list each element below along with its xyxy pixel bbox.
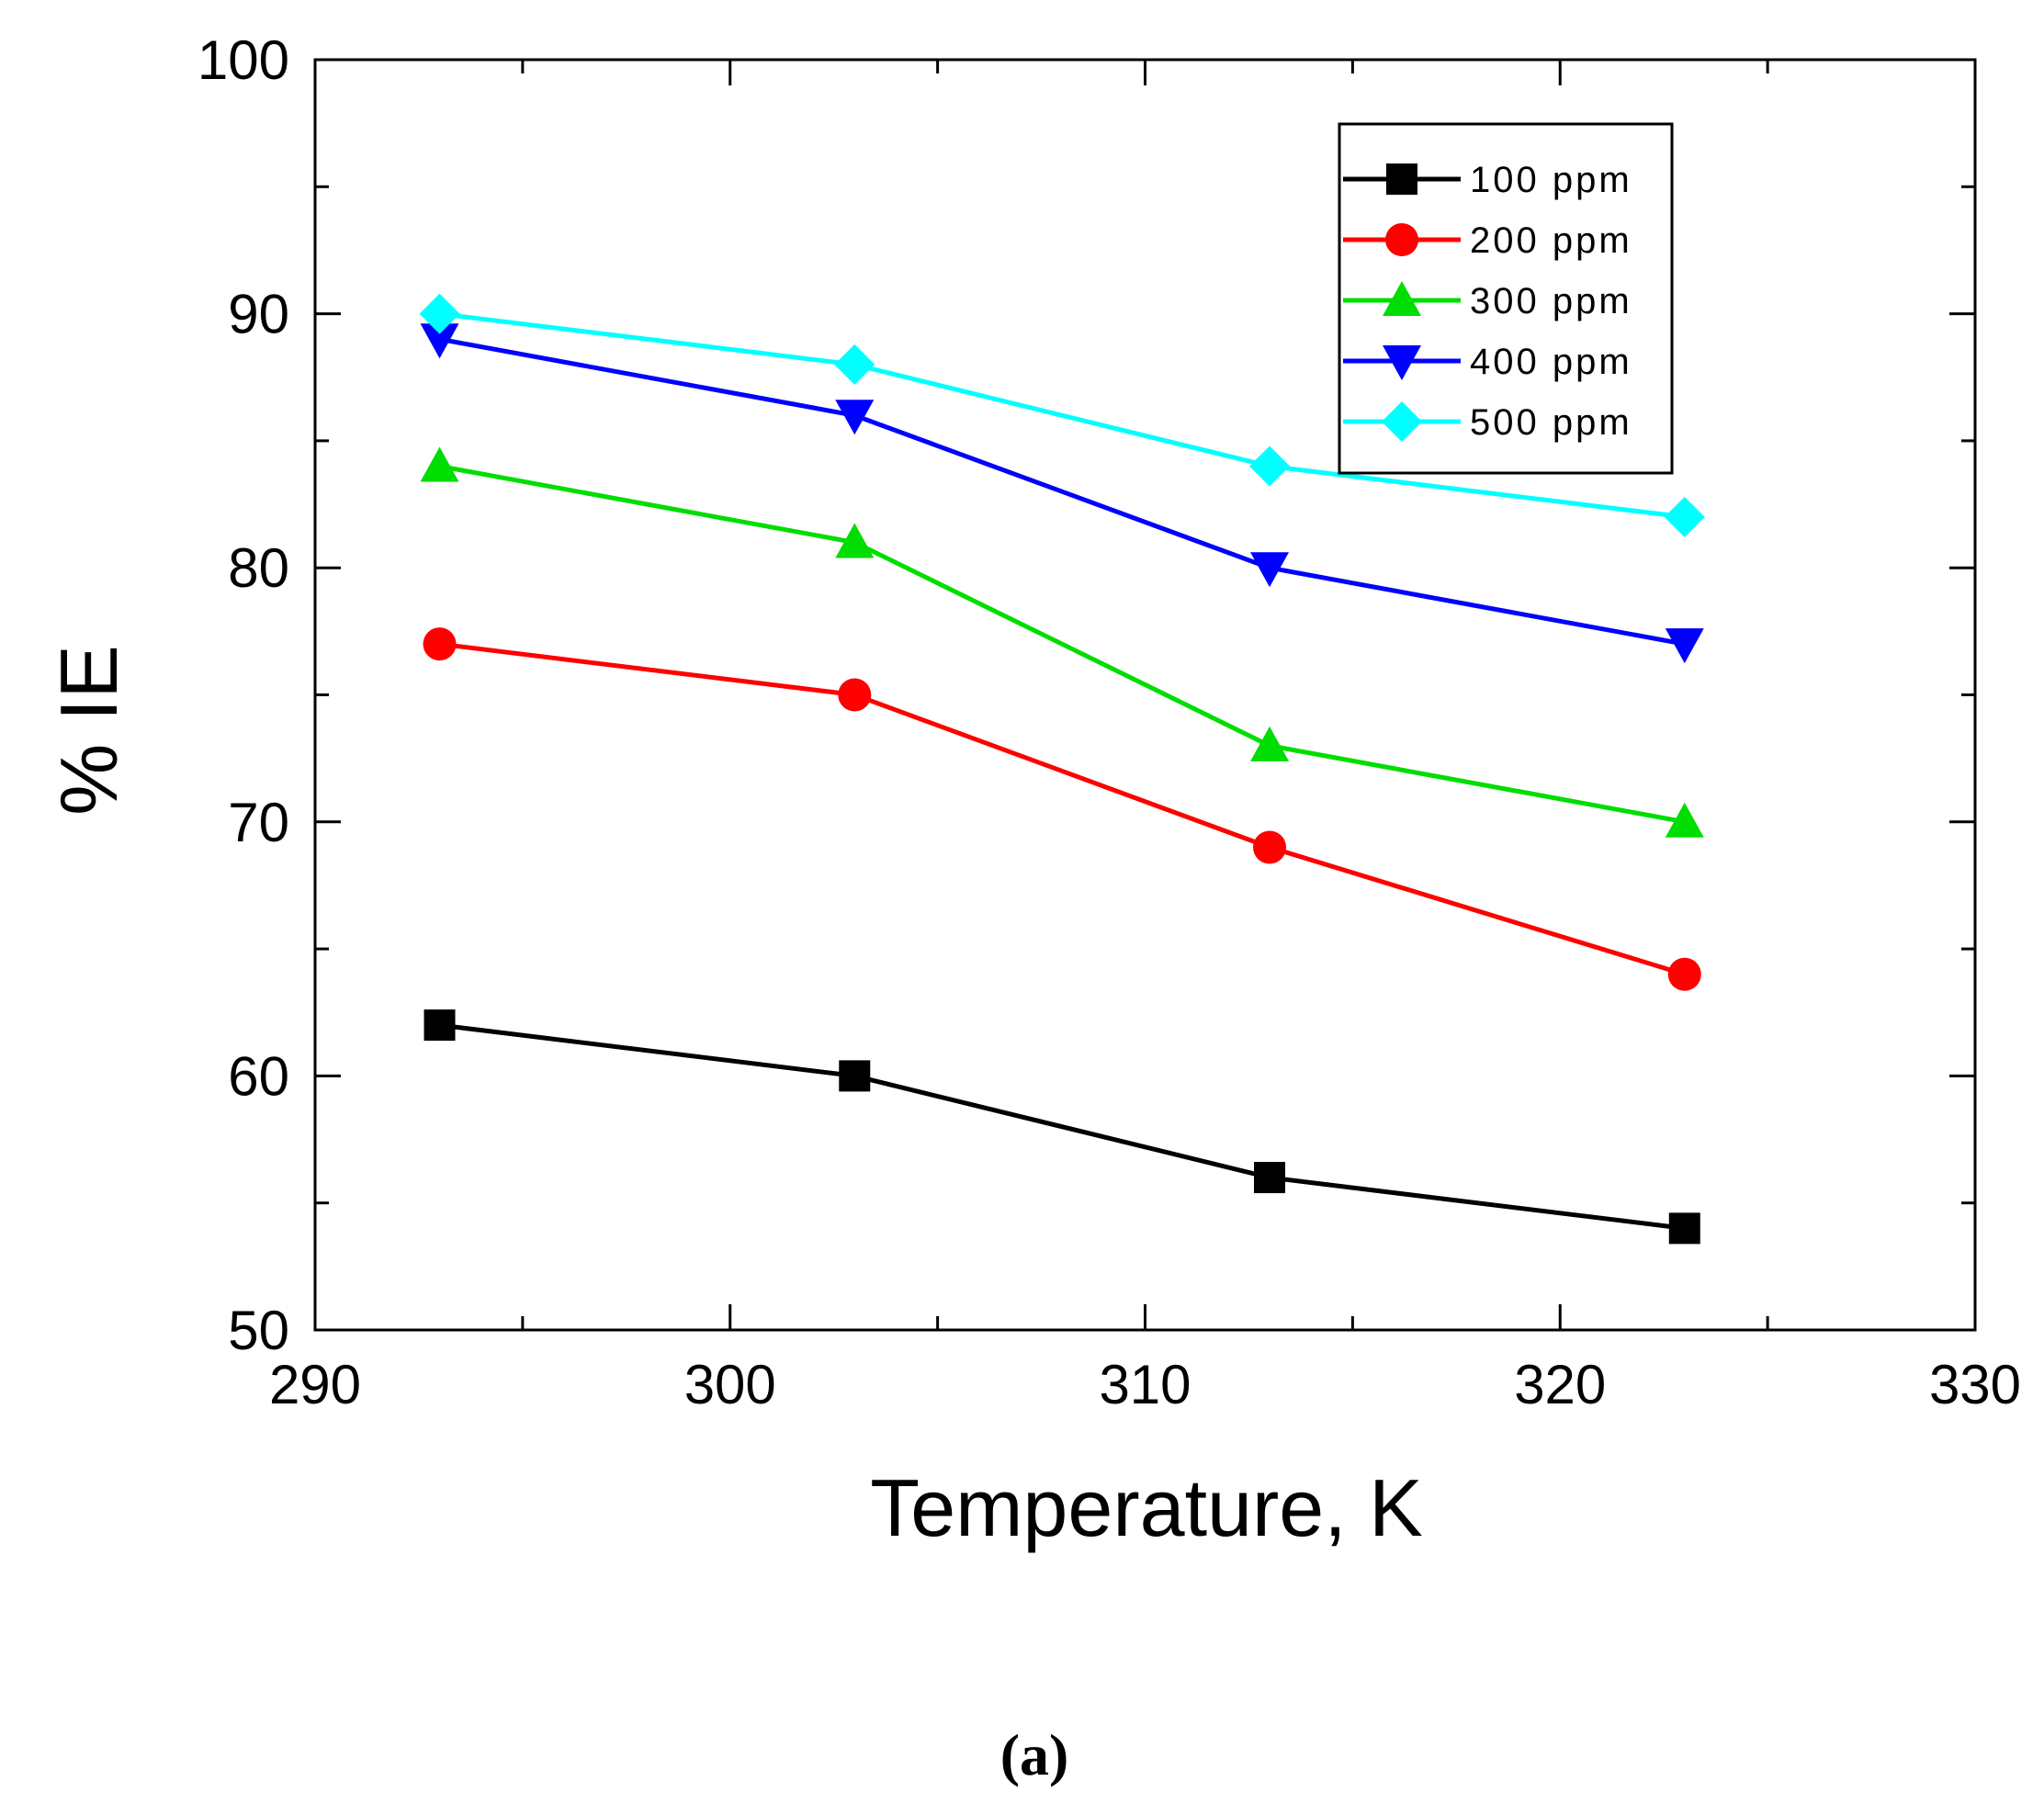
legend-label: 200 ppm <box>1470 220 1632 261</box>
legend-item: 300 ppm <box>1343 281 1632 321</box>
data-point <box>835 400 875 435</box>
panel-label: (a) <box>1000 1722 1069 1787</box>
data-point <box>838 678 872 712</box>
legend-label: 400 ppm <box>1470 342 1632 382</box>
y-tick-label: 80 <box>228 537 289 599</box>
y-axis-title: % IE <box>43 645 134 816</box>
data-point <box>1249 445 1291 487</box>
legend-marker <box>1382 401 1422 442</box>
series-300-ppm <box>420 446 1704 838</box>
legend-item: 100 ppm <box>1343 160 1632 200</box>
series-100-ppm <box>423 1009 1700 1245</box>
x-tick-label: 310 <box>1099 1354 1191 1415</box>
legend-label: 100 ppm <box>1470 160 1632 200</box>
x-tick-label: 290 <box>269 1354 361 1415</box>
y-tick-label: 100 <box>198 29 289 91</box>
data-point <box>1250 726 1290 761</box>
legend-label: 500 ppm <box>1470 402 1632 443</box>
data-point <box>1668 1212 1700 1245</box>
series-500-ppm <box>419 293 1705 537</box>
y-tick-label: 50 <box>228 1300 289 1361</box>
data-point <box>1254 1162 1286 1194</box>
legend-marker <box>1386 163 1417 195</box>
x-axis-title: Temperature, K <box>870 1462 1423 1553</box>
y-tick-label: 70 <box>228 792 289 853</box>
x-tick-label: 300 <box>684 1354 776 1415</box>
legend-item: 500 ppm <box>1343 401 1632 443</box>
legend-marker <box>1383 281 1421 316</box>
y-tick-label: 60 <box>228 1045 289 1107</box>
series-line <box>439 464 1686 825</box>
series-line <box>439 336 1686 647</box>
data-point <box>1665 628 1704 664</box>
data-point <box>839 1060 871 1092</box>
data-point <box>423 1009 456 1042</box>
data-point <box>835 523 875 558</box>
legend-label: 300 ppm <box>1470 281 1632 321</box>
data-point <box>1667 957 1701 991</box>
series-200-ppm <box>423 627 1701 991</box>
data-point <box>420 323 459 359</box>
y-tick-label: 90 <box>228 284 289 345</box>
legend-marker <box>1383 345 1421 380</box>
data-point <box>420 446 459 482</box>
series-line <box>439 1022 1686 1231</box>
plot-frame <box>313 58 1977 1332</box>
data-point <box>419 293 460 334</box>
x-tick-label: 320 <box>1514 1354 1606 1415</box>
legend-marker <box>1385 223 1418 256</box>
data-point <box>1250 552 1290 588</box>
data-point <box>1253 830 1287 864</box>
data-point <box>1665 802 1704 838</box>
series-line <box>439 641 1686 977</box>
series-line <box>439 311 1686 520</box>
legend-item: 200 ppm <box>1343 220 1632 261</box>
data-point <box>1664 496 1705 537</box>
series-400-ppm <box>420 323 1704 664</box>
data-point <box>834 344 875 385</box>
data-point <box>423 627 457 661</box>
x-tick-label: 330 <box>1929 1354 2021 1415</box>
legend-item: 400 ppm <box>1343 342 1632 382</box>
